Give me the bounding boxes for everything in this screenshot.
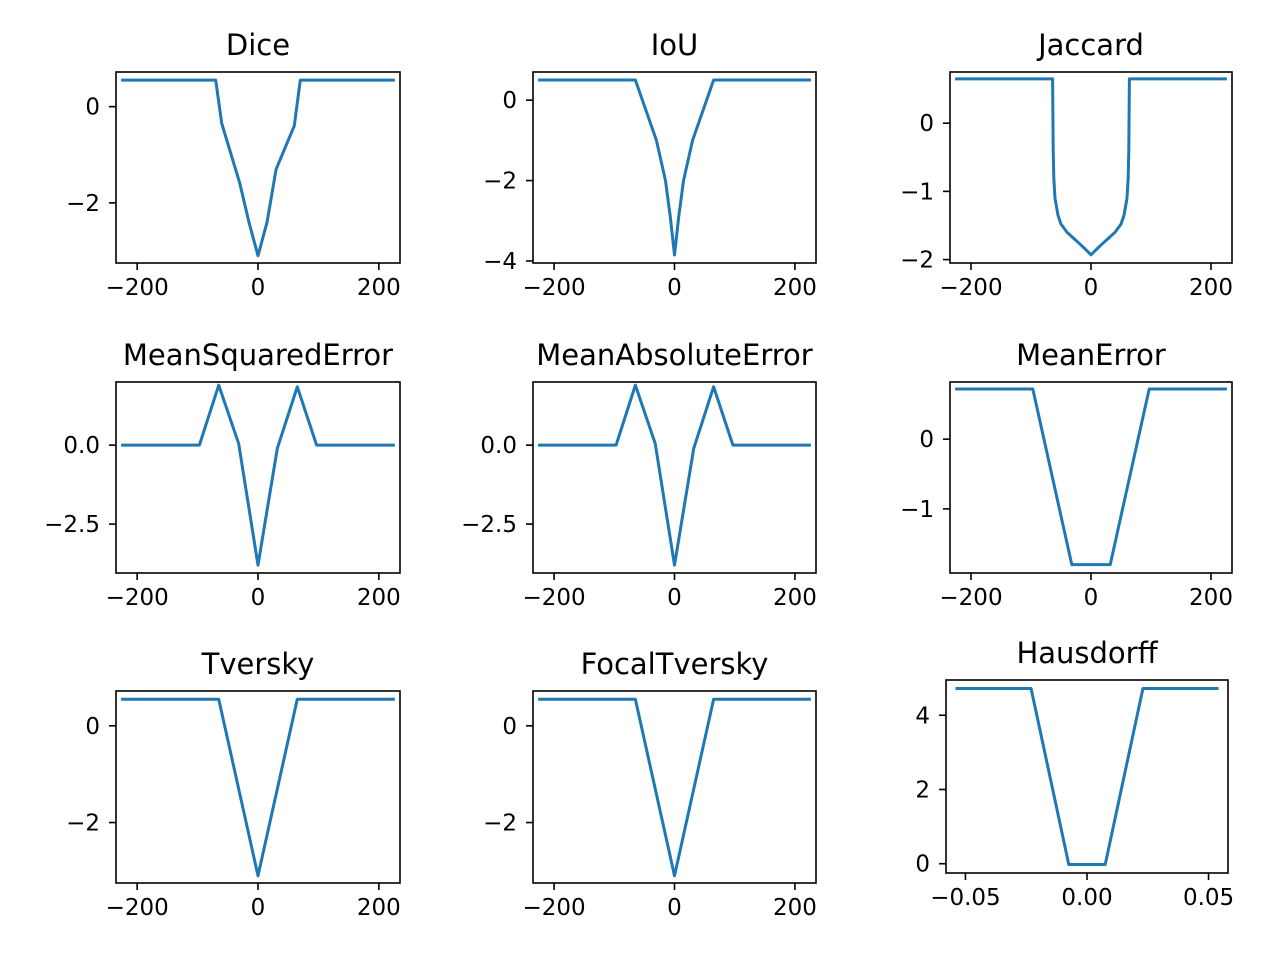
x-tick-label: −200: [106, 585, 169, 611]
axes-frame: [532, 71, 817, 264]
subplot-title: MeanAbsoluteError: [536, 338, 813, 372]
x-tick-label: 0.00: [1061, 885, 1112, 911]
x-tick-label: 0: [251, 275, 266, 301]
x-tick-label: −200: [522, 895, 585, 921]
y-tick-label: 0: [919, 111, 934, 137]
series-line: [538, 697, 811, 878]
x-tick-label: 200: [773, 585, 817, 611]
x-tick-label: −0.05: [930, 885, 1000, 911]
x-tick-label: −200: [939, 275, 1002, 301]
axes-frame: [945, 679, 1229, 874]
series-line: [955, 387, 1227, 567]
x-tick-label: −200: [106, 275, 169, 301]
y-tick-label: 0: [502, 714, 517, 740]
y-tick-label: −1: [900, 179, 934, 205]
subplot-6: Tversky −200 0 200 −2 0: [66, 647, 401, 921]
axes-frame: [532, 381, 817, 574]
y-tick-label: −2.5: [461, 512, 517, 538]
y-tick-label: 0.0: [480, 433, 517, 459]
y-tick-label: −2: [66, 811, 100, 837]
subplot-title: Jaccard: [1036, 28, 1144, 62]
x-tick-label: 0: [667, 895, 682, 921]
y-tick-label: 0: [85, 714, 100, 740]
axes-frame: [949, 71, 1233, 264]
subplot-1: IoU −200 0 200 −4 −2 0: [483, 28, 817, 301]
subplot-title: FocalTversky: [581, 647, 769, 681]
y-tick-label: −2: [900, 248, 934, 274]
subplot-3: MeanSquaredError −200 0 200 −2.5 0.0: [44, 338, 401, 611]
axes-frame: [949, 381, 1233, 574]
y-tick-label: −2: [483, 811, 517, 837]
x-tick-label: −200: [522, 585, 585, 611]
subplot-title: MeanError: [1016, 338, 1166, 372]
y-tick-label: −2.5: [44, 512, 100, 538]
subplot-2: Jaccard −200 0 200 −2 −1 0: [900, 28, 1233, 301]
x-tick-label: 0.05: [1183, 885, 1234, 911]
x-tick-label: −200: [939, 585, 1002, 611]
x-tick-label: 200: [1189, 585, 1233, 611]
y-tick-label: 0: [85, 95, 100, 121]
series-line: [955, 687, 1219, 866]
series-line: [121, 697, 395, 878]
x-tick-label: 0: [1084, 275, 1099, 301]
x-tick-label: 0: [667, 585, 682, 611]
x-tick-label: 0: [251, 895, 266, 921]
y-tick-label: 0.0: [63, 433, 100, 459]
y-tick-label: −2: [483, 169, 517, 195]
y-tick-label: 2: [915, 777, 930, 803]
y-tick-label: −2: [66, 191, 100, 217]
y-tick-label: 4: [915, 703, 930, 729]
x-tick-label: 200: [1189, 275, 1233, 301]
x-tick-label: 200: [357, 895, 401, 921]
series-line: [538, 78, 811, 257]
x-tick-label: 200: [357, 275, 401, 301]
y-tick-label: 0: [915, 852, 930, 878]
subplot-title: MeanSquaredError: [123, 338, 393, 372]
x-tick-label: 200: [357, 585, 401, 611]
axes-frame: [532, 690, 817, 884]
x-tick-label: −200: [106, 895, 169, 921]
x-tick-label: 0: [1084, 585, 1099, 611]
series-line: [538, 383, 811, 567]
x-tick-label: 200: [773, 275, 817, 301]
x-tick-label: 0: [251, 585, 266, 611]
series-line: [955, 77, 1227, 257]
y-tick-label: 0: [919, 427, 934, 453]
subplot-0: Dice −200 0 200 −2 0: [66, 28, 401, 301]
series-line: [121, 383, 395, 567]
subplot-title: Tversky: [201, 647, 315, 681]
x-tick-label: 0: [667, 275, 682, 301]
subplot-5: MeanError −200 0 200 −1 0: [900, 338, 1233, 611]
series-line: [121, 78, 395, 258]
y-tick-label: −4: [483, 249, 517, 275]
subplot-title: IoU: [651, 28, 699, 62]
subplot-title: Hausdorff: [1016, 636, 1158, 670]
axes-frame: [115, 381, 401, 574]
axes-frame: [115, 71, 401, 264]
y-tick-label: 0: [502, 88, 517, 114]
subplot-title: Dice: [226, 28, 290, 62]
x-tick-label: 200: [773, 895, 817, 921]
subplot-8: Hausdorff −0.05 0.00 0.05 0 2 4: [915, 636, 1234, 911]
axes-frame: [115, 690, 401, 884]
subplot-7: FocalTversky −200 0 200 −2 0: [483, 647, 817, 921]
y-tick-label: −1: [900, 497, 934, 523]
x-tick-label: −200: [522, 275, 585, 301]
subplot-4: MeanAbsoluteError −200 0 200 −2.5 0.0: [461, 338, 817, 611]
